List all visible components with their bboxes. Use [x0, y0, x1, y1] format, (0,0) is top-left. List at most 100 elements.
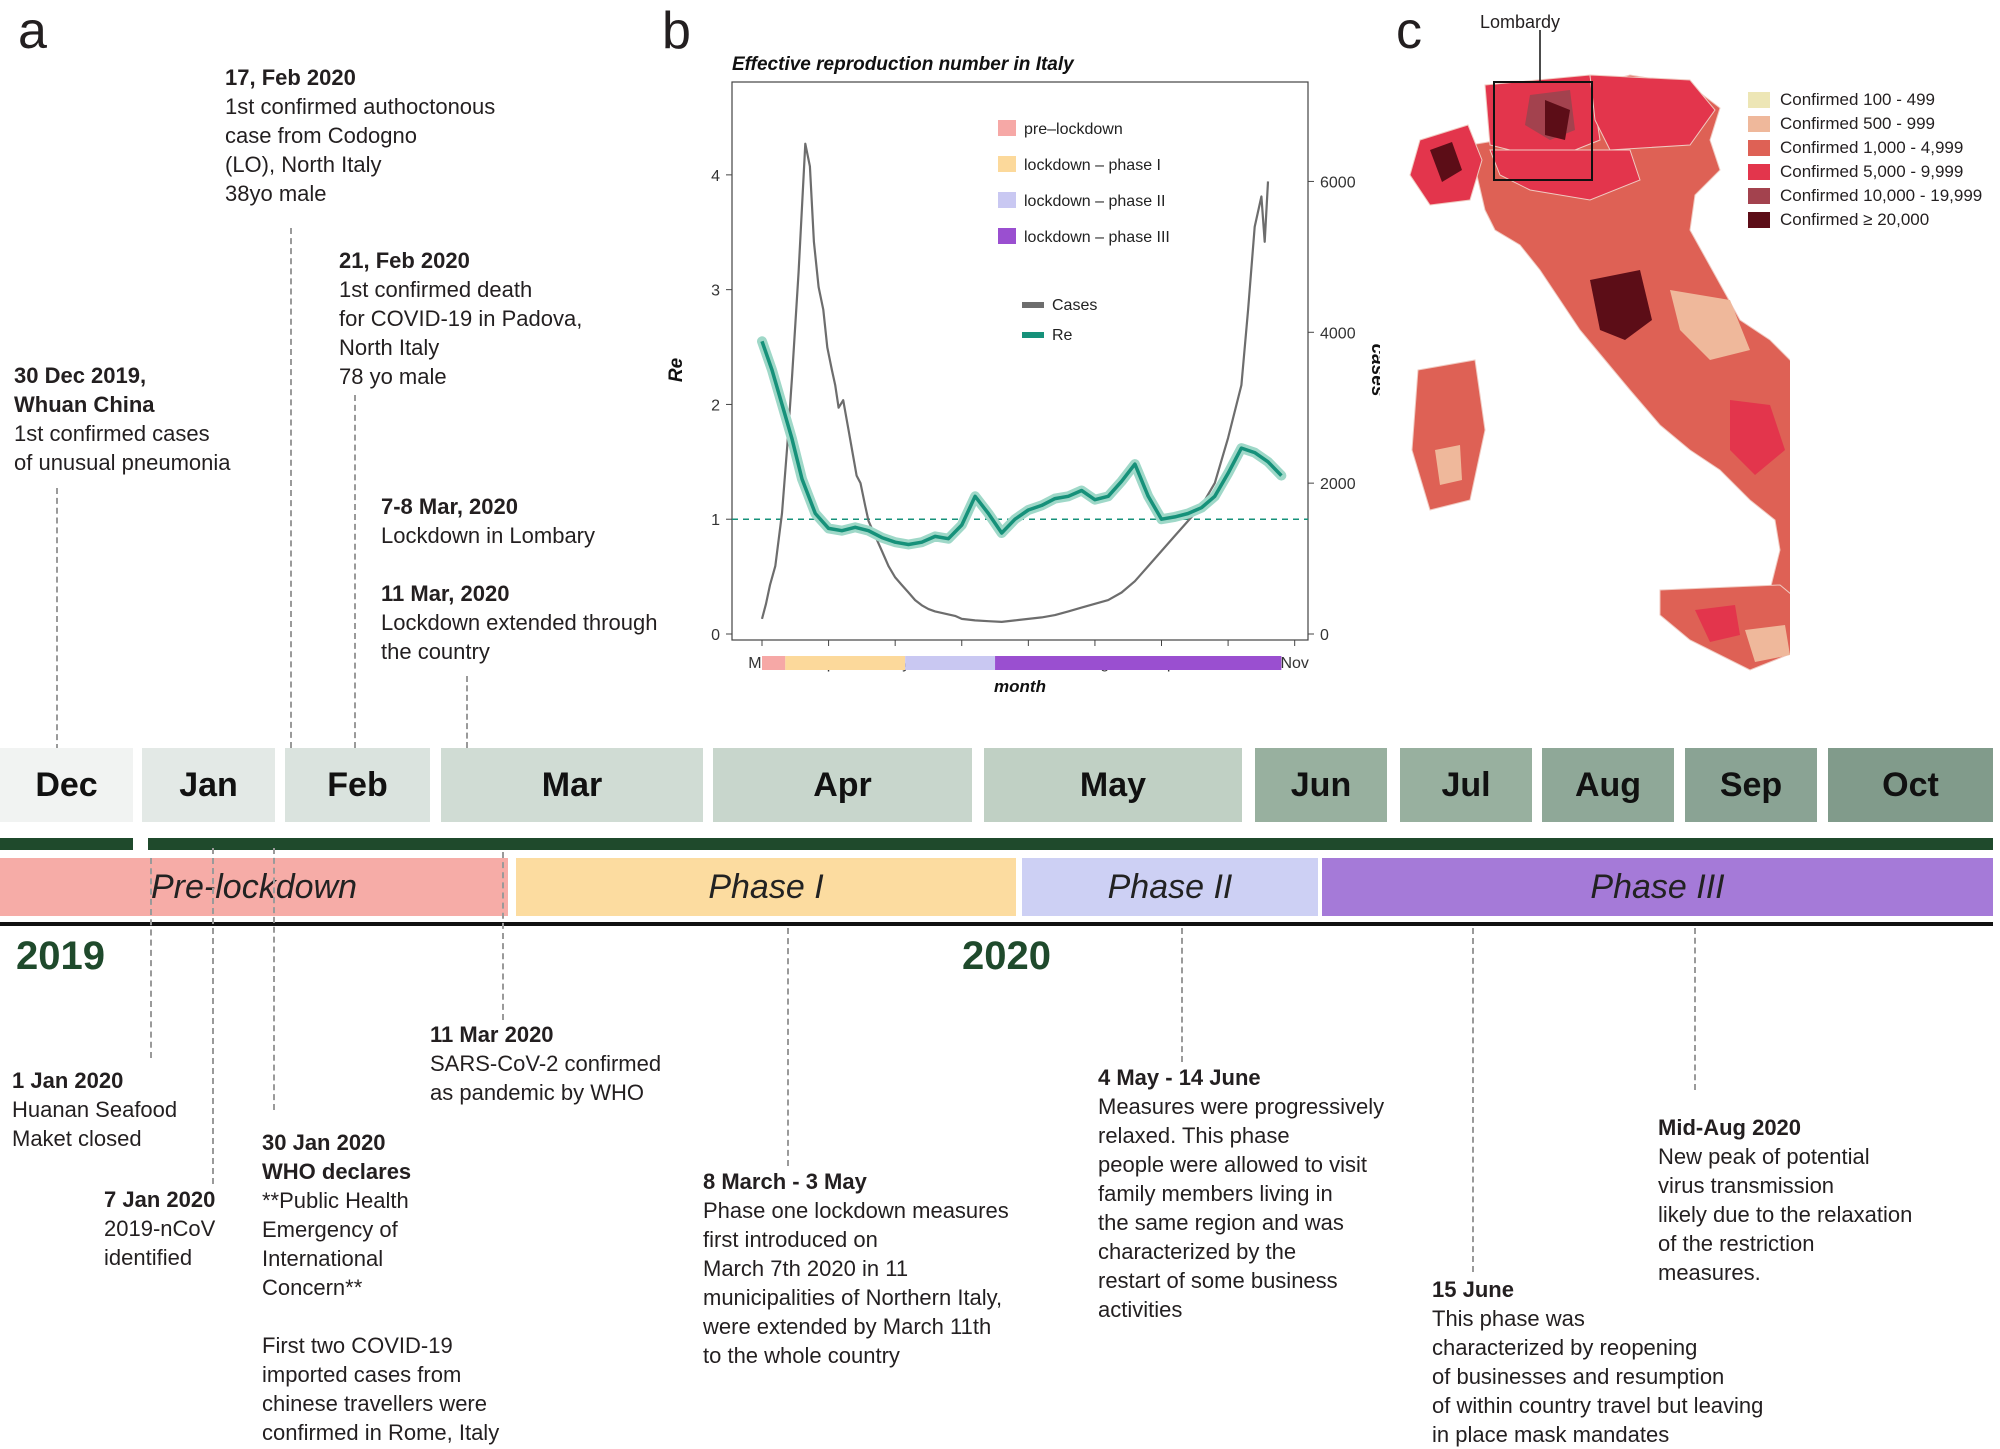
map-legend-item: Confirmed 1,000 - 4,999 [1748, 136, 1982, 160]
map-lombardy-box [1493, 81, 1593, 181]
month-feb: Feb [285, 748, 430, 822]
event-midaug: Mid-Aug 2020 New peak of potential virus t… [1658, 1113, 1912, 1287]
y-tick-label: 3 [711, 283, 720, 300]
event-text: Huanan Seafood [12, 1097, 178, 1122]
event-jan7: 7 Jan 2020 2019-nCoV identified [104, 1185, 215, 1272]
event-text: to the whole country [703, 1343, 900, 1368]
event-text: of businesses and resumption [1432, 1364, 1725, 1389]
legend-label: lockdown – phase I [1024, 157, 1161, 174]
series-re-line [760, 340, 1283, 547]
legend-label: lockdown – phase III [1024, 229, 1170, 246]
event-text: Phase one lockdown measures [703, 1198, 1009, 1223]
event-text: 78 yo male [339, 364, 447, 389]
series-cases-line [760, 142, 1270, 623]
event-date: Mid-Aug 2020 [1658, 1115, 1802, 1140]
connector-jan30 [273, 848, 275, 1110]
map-legend-swatch [1748, 188, 1770, 204]
phase-bar-segment [995, 656, 1282, 670]
connector-midaug [1694, 928, 1696, 1090]
event-phase2: 4 May - 14 June Measures were progressive… [1098, 1063, 1384, 1324]
legend-swatch [998, 156, 1016, 172]
y-axis-label: Re [666, 357, 687, 382]
month-aug: Aug [1542, 748, 1674, 822]
map-legend-label: Confirmed 5,000 - 9,999 [1780, 162, 1964, 181]
event-text: virus transmission [1658, 1173, 1835, 1198]
event-text: SARS-CoV-2 confirmed [430, 1051, 662, 1076]
year-bar-2020 [148, 838, 1993, 850]
event-date: 1 Jan 2020 [12, 1068, 124, 1093]
event-text: first introduced on [703, 1227, 878, 1252]
y-tick-label: 1 [711, 512, 720, 529]
panel-label-b: b [662, 2, 691, 60]
italy-map [1409, 30, 1790, 671]
connector-jan7 [212, 848, 214, 1184]
phase-pre-lockdown: Pre-lockdown [0, 858, 508, 916]
event-text: municipalities of Northern Italy, [703, 1285, 1003, 1310]
event-date: 7-8 Mar, 2020 [381, 494, 518, 519]
map-sardinia [1411, 359, 1486, 511]
map-region-rome [1590, 270, 1652, 340]
event-text: **Public Health [262, 1188, 409, 1213]
map-legend-label: Confirmed 1,000 - 4,999 [1780, 138, 1964, 157]
event-text: North Italy [339, 335, 440, 360]
event-text: 38yo male [225, 181, 327, 206]
map-legend-swatch [1748, 164, 1770, 180]
event-text: activities [1098, 1297, 1183, 1322]
event-date: 30 Jan 2020 [262, 1130, 386, 1155]
event-date: 11 Mar 2020 [430, 1022, 554, 1047]
legend-label: lockdown – phase II [1024, 193, 1165, 210]
phase-bar-segment [785, 656, 906, 670]
map-legend-label: Confirmed 500 - 999 [1780, 114, 1935, 133]
legend-swatch [1022, 332, 1044, 338]
event-text: 1st confirmed authoctonous [225, 94, 496, 119]
event-date: Whuan China [14, 392, 155, 417]
event-text: Concern** [262, 1275, 363, 1300]
event-text: of the restriction [1658, 1231, 1815, 1256]
event-text: New peak of potential [1658, 1144, 1870, 1169]
map-legend-swatch [1748, 140, 1770, 156]
event-text: chinese travellers were [262, 1391, 487, 1416]
year-label-2019: 2019 [16, 934, 105, 978]
event-text: family members living in [1098, 1181, 1333, 1206]
year-label-2020: 2020 [962, 934, 1051, 978]
month-mar: Mar [441, 748, 703, 822]
event-date: 4 May - 14 June [1098, 1065, 1261, 1090]
map-legend-label: Confirmed ≥ 20,000 [1780, 210, 1930, 229]
map-legend-swatch [1748, 92, 1770, 108]
event-phase3: 15 June This phase was characterized by re… [1432, 1275, 1763, 1449]
phase-bar-segment [905, 656, 996, 670]
event-text: (LO), North Italy [225, 152, 382, 177]
map-legend-item: Confirmed 5,000 - 9,999 [1748, 160, 1982, 184]
event-date: WHO declares [262, 1159, 412, 1184]
map-legend-item: Confirmed 500 - 999 [1748, 112, 1982, 136]
event-text: 1st confirmed death [339, 277, 533, 302]
map-legend-swatch [1748, 212, 1770, 228]
event-text: International [262, 1246, 384, 1271]
phase-phase-ii: Phase II [1022, 858, 1318, 916]
month-dec: Dec [0, 748, 133, 822]
timeline-axis [0, 922, 1993, 926]
chart-frame [731, 81, 1309, 641]
event-text: measures. [1658, 1260, 1761, 1285]
event-text: as pandemic by WHO [430, 1080, 644, 1105]
panel-label-c: c [1396, 2, 1422, 60]
event-date: 30 Dec 2019, [14, 363, 147, 388]
month-jan: Jan [142, 748, 275, 822]
event-text: relaxed. This phase [1098, 1123, 1290, 1148]
event-mar11: 11 Mar, 2020 Lockdown extended through the… [381, 579, 657, 666]
map-legend-label: Confirmed 100 - 499 [1780, 90, 1935, 109]
event-text: characterized by the [1098, 1239, 1297, 1264]
event-text: the country [381, 639, 490, 664]
connector-phase2 [1181, 928, 1183, 1062]
event-text: case from Codogno [225, 123, 417, 148]
y-tick-label: 4 [711, 168, 720, 185]
connector-dec30 [56, 488, 58, 750]
month-oct: Oct [1828, 748, 1993, 822]
map-region-palermo [1695, 605, 1740, 642]
event-text: confirmed in Rome, Italy [262, 1420, 500, 1445]
month-may: May [984, 748, 1242, 822]
event-mar7: 7-8 Mar, 2020 Lockdown in Lombary [381, 492, 595, 550]
legend-label: Re [1052, 327, 1073, 344]
y2-tick-label: 2000 [1320, 476, 1356, 493]
map-legend-item: Confirmed 10,000 - 19,999 [1748, 184, 1982, 208]
